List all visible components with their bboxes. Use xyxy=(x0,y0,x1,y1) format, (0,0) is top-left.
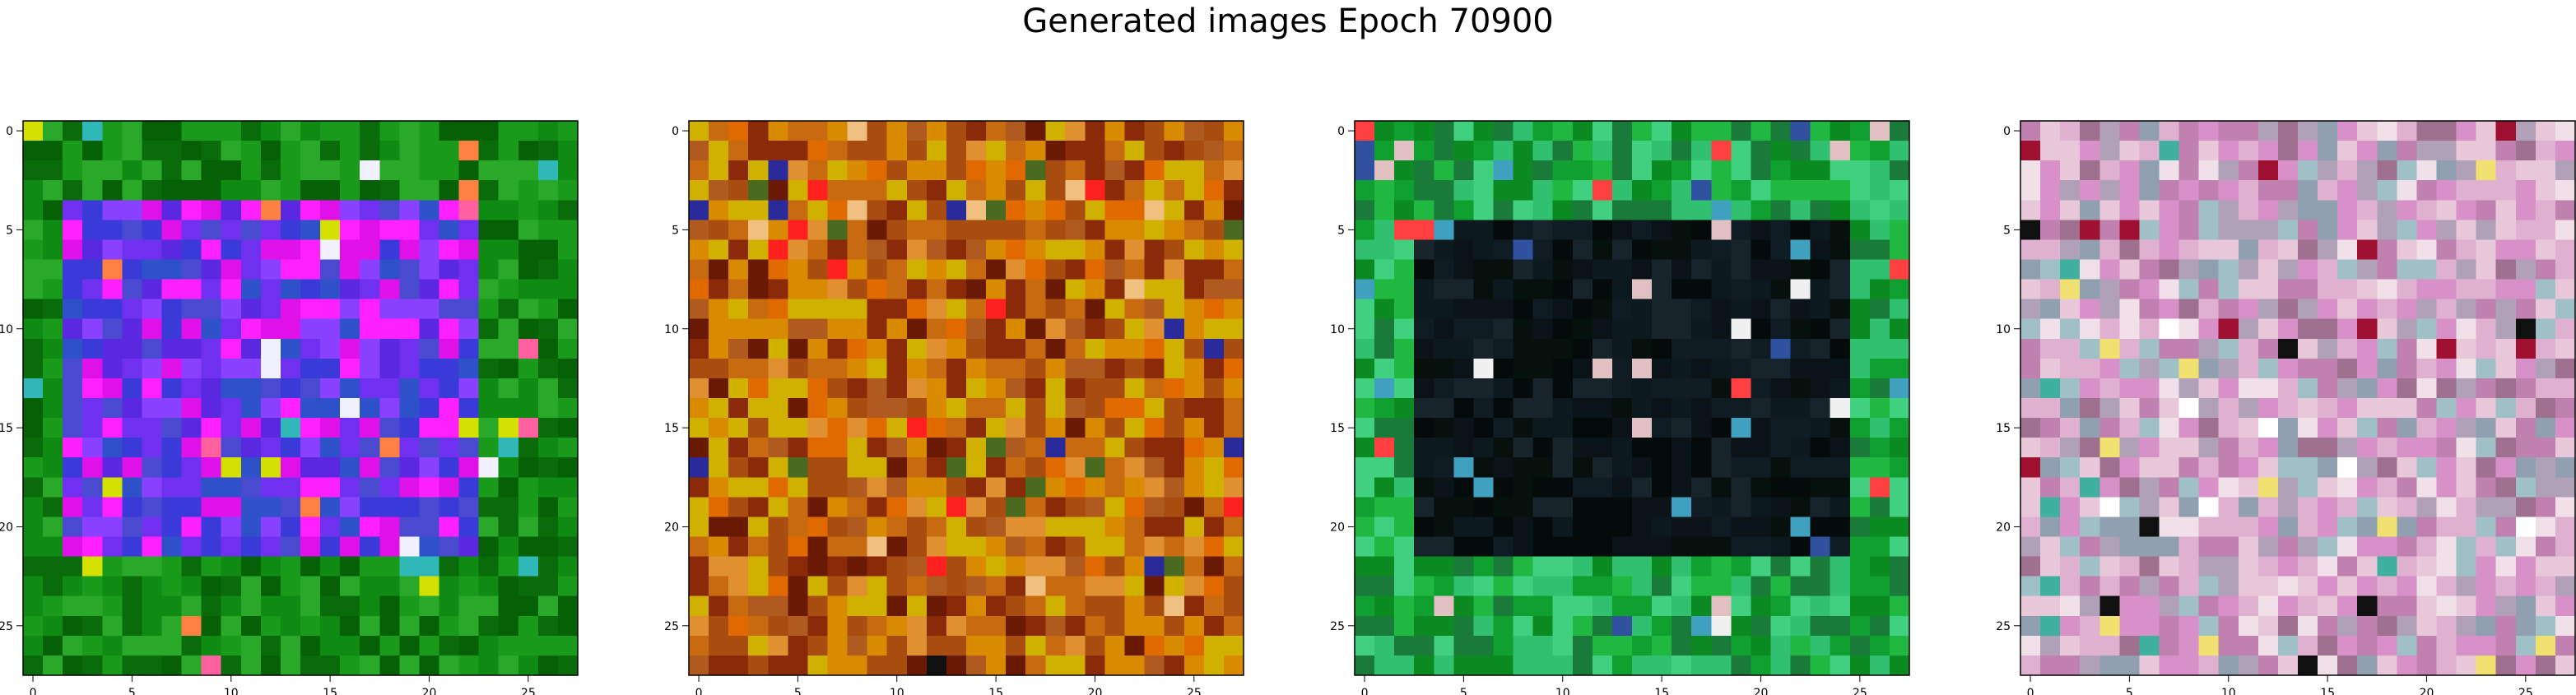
x-tick-label: 5 xyxy=(2126,687,2133,695)
x-tick-label: 5 xyxy=(128,687,136,695)
axes-frame xyxy=(688,120,1244,676)
y-tick-label: 20 xyxy=(664,521,679,534)
y-tick-label: 0 xyxy=(2003,125,2011,138)
figure-title: Generated images Epoch 70900 xyxy=(1022,2,1554,40)
y-tick-label: 10 xyxy=(664,323,679,336)
x-tick-label: 20 xyxy=(1754,687,1769,695)
y-tick-label: 0 xyxy=(6,125,13,138)
y-tick-label: 20 xyxy=(1330,521,1345,534)
x-tick-label: 10 xyxy=(1555,687,1570,695)
image-heatmap-1 xyxy=(23,121,578,675)
y-tick-label: 5 xyxy=(1337,224,1345,237)
x-tick-label: 20 xyxy=(422,687,437,695)
y-tick-label: 10 xyxy=(1330,323,1345,336)
x-tick-label: 15 xyxy=(2320,687,2335,695)
axes-4: 0 5 10 15 20 25 0 5 10 15 20 25 xyxy=(1996,120,2576,695)
x-tick-label: 25 xyxy=(521,687,536,695)
x-tick-label: 25 xyxy=(1853,687,1867,695)
y-tick-label: 15 xyxy=(1330,422,1345,435)
image-panel-2: 0 5 10 15 20 25 0 5 10 15 20 25 xyxy=(664,120,1244,695)
image-panel-3: 0 5 10 15 20 25 0 5 10 15 20 25 xyxy=(1330,120,1910,695)
axes-3: 0 5 10 15 20 25 0 5 10 15 20 25 xyxy=(1330,120,1910,695)
x-tick-label: 10 xyxy=(2221,687,2236,695)
y-tick-label: 25 xyxy=(0,620,13,633)
x-tick-label: 20 xyxy=(2420,687,2434,695)
axes-frame xyxy=(1354,120,1910,676)
x-tick-label: 0 xyxy=(2027,687,2034,695)
image-panel-4: 0 5 10 15 20 25 0 5 10 15 20 25 xyxy=(1996,120,2576,695)
y-tick-label: 0 xyxy=(1337,125,1345,138)
x-tick-label: 15 xyxy=(323,687,337,695)
x-tick-label: 0 xyxy=(1361,687,1369,695)
x-tick-label: 10 xyxy=(890,687,904,695)
axes-1: 0 5 10 15 20 25 0 5 10 15 20 25 xyxy=(0,120,579,695)
image-panel-1: 0 5 10 15 20 25 0 5 10 15 20 25 xyxy=(0,120,579,695)
y-tick-label: 10 xyxy=(0,323,13,336)
y-tick-label: 15 xyxy=(664,422,679,435)
x-tick-label: 25 xyxy=(2518,687,2533,695)
x-tick-label: 15 xyxy=(1654,687,1669,695)
x-tick-label: 5 xyxy=(794,687,802,695)
axes-frame xyxy=(22,120,579,676)
image-heatmap-4 xyxy=(2020,121,2575,675)
x-tick-label: 10 xyxy=(224,687,239,695)
y-tick-label: 5 xyxy=(6,224,13,237)
x-tick-label: 15 xyxy=(988,687,1003,695)
y-tick-label: 25 xyxy=(664,620,679,633)
y-tick-label: 25 xyxy=(1996,620,2011,633)
image-heatmap-2 xyxy=(689,121,1244,675)
x-tick-label: 25 xyxy=(1187,687,1202,695)
image-heatmap-3 xyxy=(1355,121,1909,675)
y-tick-label: 20 xyxy=(0,521,13,534)
y-tick-label: 20 xyxy=(1996,521,2011,534)
y-tick-label: 15 xyxy=(0,422,13,435)
y-tick-label: 5 xyxy=(2003,224,2011,237)
y-tick-label: 15 xyxy=(1996,422,2011,435)
x-tick-label: 20 xyxy=(1088,687,1103,695)
y-tick-label: 0 xyxy=(672,125,679,138)
x-tick-label: 0 xyxy=(30,687,37,695)
x-tick-label: 0 xyxy=(695,687,703,695)
x-tick-label: 5 xyxy=(1460,687,1467,695)
y-tick-label: 25 xyxy=(1330,620,1345,633)
y-tick-label: 5 xyxy=(672,224,679,237)
axes-2: 0 5 10 15 20 25 0 5 10 15 20 25 xyxy=(664,120,1244,695)
axes-frame xyxy=(2020,120,2576,676)
y-tick-label: 10 xyxy=(1996,323,2011,336)
